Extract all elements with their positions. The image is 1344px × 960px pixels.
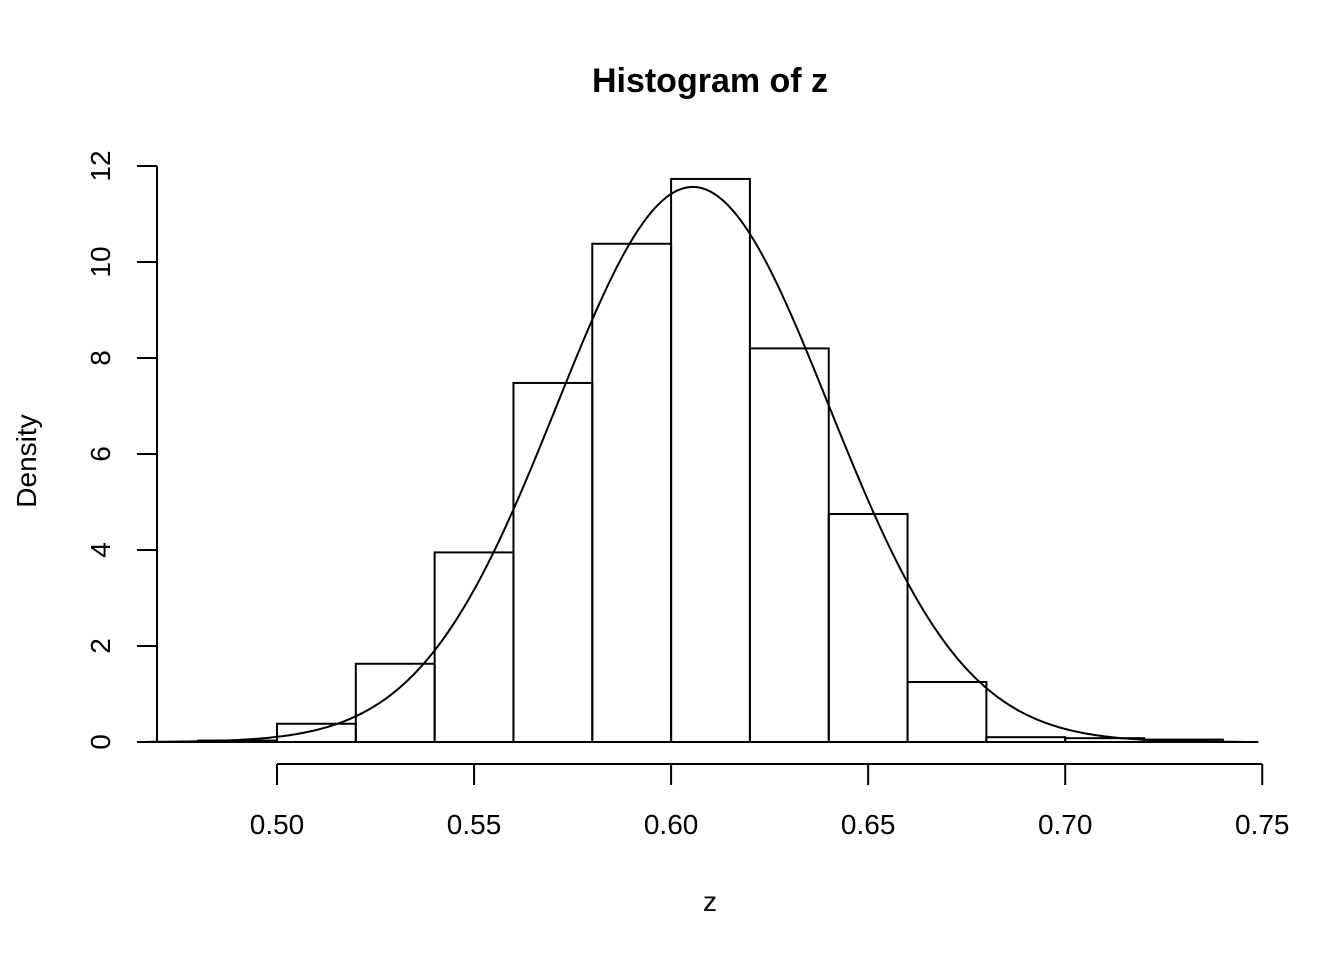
x-tick-label: 0.75 <box>1235 809 1290 840</box>
y-tick-label: 10 <box>85 246 116 277</box>
x-axis-label: z <box>703 886 717 917</box>
x-axis: 0.50 0.55 0.60 0.65 0.70 0.75 <box>250 763 1290 840</box>
x-tick-label: 0.55 <box>447 809 502 840</box>
chart-title: Histogram of z <box>592 62 828 100</box>
y-tick-label: 0 <box>85 734 116 750</box>
histogram-bar <box>354 662 436 744</box>
y-tick-label: 6 <box>85 446 116 462</box>
y-tick-label: 12 <box>85 150 116 181</box>
y-tick-label: 8 <box>85 350 116 366</box>
histogram-bar <box>591 242 673 743</box>
x-tick-label: 0.60 <box>644 809 699 840</box>
histogram-bar <box>276 722 357 744</box>
histogram-bar <box>748 347 830 743</box>
x-tick-label: 0.65 <box>841 809 896 840</box>
histogram-bar <box>670 177 751 743</box>
y-tick-label: 4 <box>85 542 116 558</box>
x-tick-label: 0.50 <box>250 809 305 840</box>
histogram-bar <box>433 551 515 744</box>
density-curve-layer <box>146 185 1243 743</box>
y-axis-label: Density <box>11 414 42 507</box>
histogram-bars <box>146 177 1259 744</box>
histogram-bar <box>906 681 988 743</box>
x-tick-label: 0.70 <box>1038 809 1093 840</box>
density-curve <box>146 185 1243 743</box>
y-tick-label: 2 <box>85 638 116 654</box>
histogram-bar <box>512 381 594 743</box>
histogram-bar <box>827 513 909 743</box>
y-axis: 0 2 4 6 8 10 12 <box>85 150 158 750</box>
